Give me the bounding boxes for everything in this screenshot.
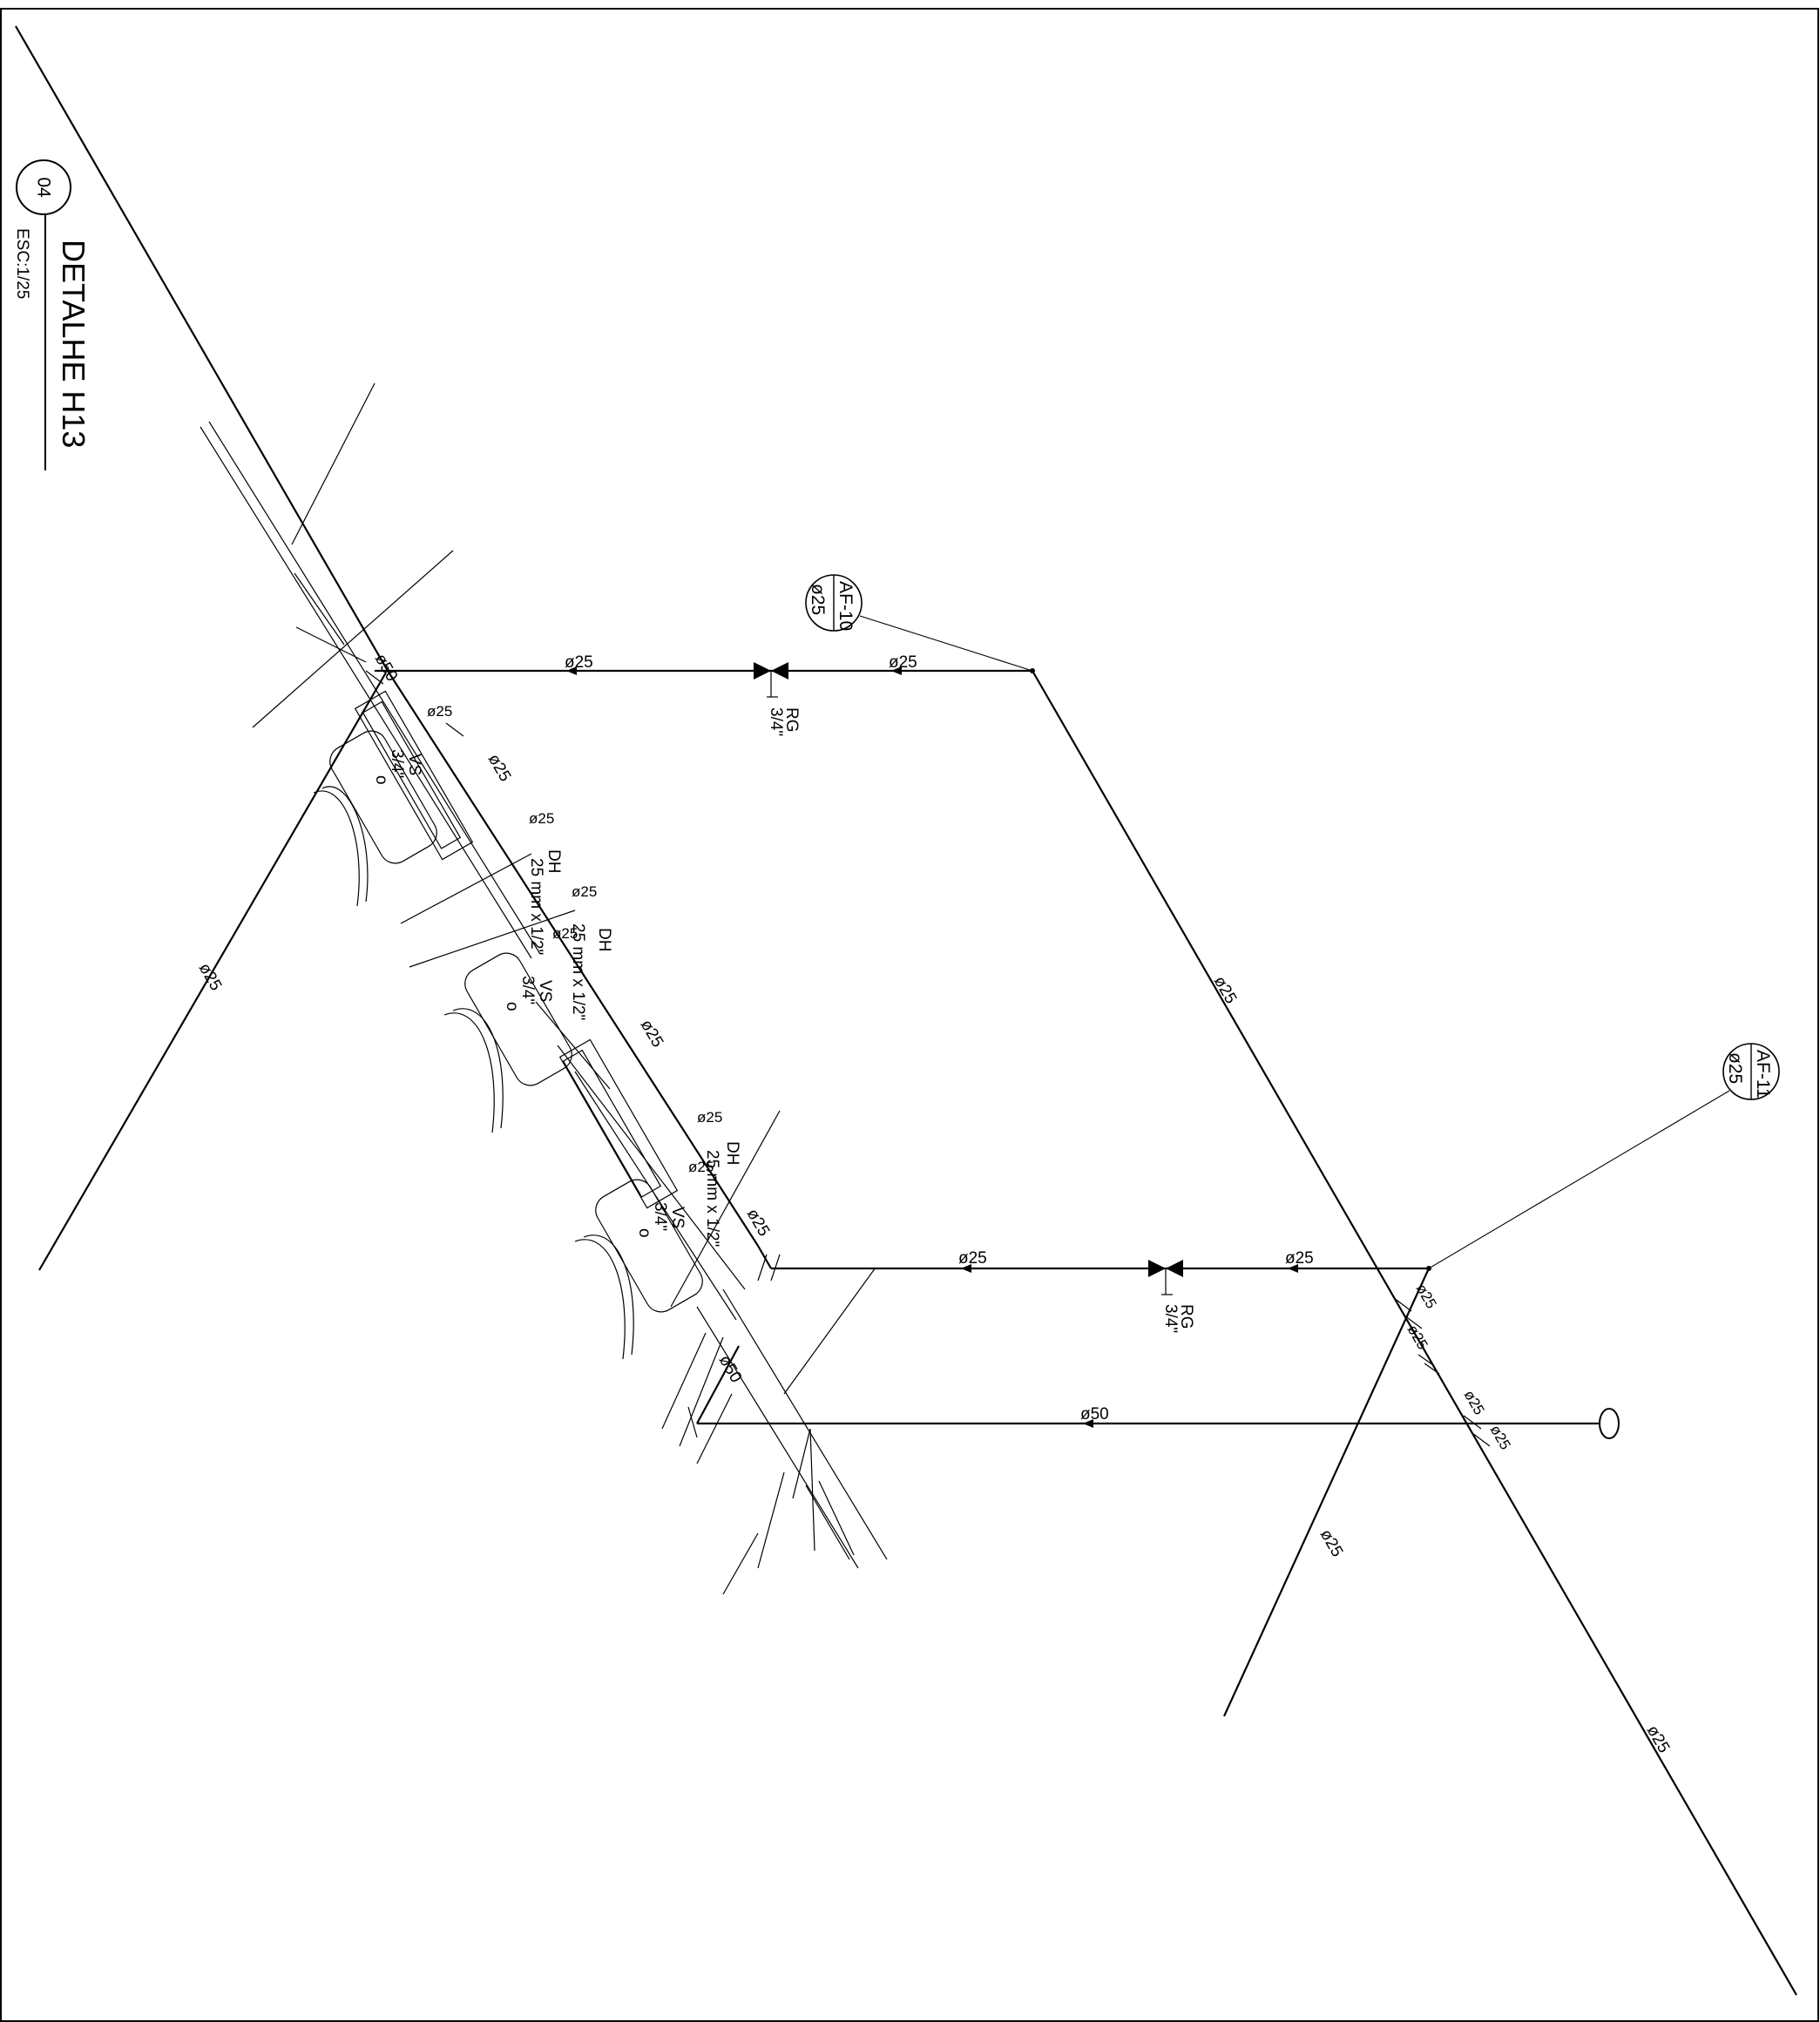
svg-text:ø25: ø25 [1643,1722,1674,1756]
svg-text:VS: VS [536,980,554,1002]
detail-number: 04 [34,177,54,198]
svg-text:DH: DH [595,928,613,951]
svg-text:25 mm x 1/2": 25 mm x 1/2" [527,858,545,955]
svg-text:AF-11: AF-11 [1753,1050,1773,1099]
svg-text:ø25: ø25 [688,1159,714,1175]
detail-title: DETALHE H13 [56,240,91,448]
svg-text:ø25: ø25 [427,703,452,720]
svg-text:ø25: ø25 [1316,1526,1347,1560]
svg-text:ø25: ø25 [529,810,554,827]
svg-text:ø25: ø25 [195,960,226,994]
detail-number-circle [16,159,71,215]
svg-text:ø25: ø25 [565,653,593,672]
svg-text:3/4": 3/4" [651,1202,669,1231]
svg-text:AF-10: AF-10 [836,581,856,631]
pipe-end-cap [1599,1408,1620,1439]
pipe-d50-drop [696,1345,740,1424]
svg-text:3/4": 3/4" [518,976,537,1004]
fixture-1 [313,730,437,907]
svg-text:ø25: ø25 [1461,1388,1488,1418]
svg-text:3/4": 3/4" [388,749,406,778]
pipe-joints [365,670,1491,1447]
fixture-trays [354,690,679,1209]
svg-text:ø25: ø25 [1210,973,1241,1007]
wall-lines [200,382,888,1595]
svg-text:RG: RG [782,707,801,733]
svg-text:ø50: ø50 [371,651,402,685]
valve-rg-upper: RG 3/4" [754,662,801,736]
svg-text:ø25: ø25 [1487,1423,1514,1453]
svg-text:ø25: ø25 [697,1109,722,1126]
svg-text:3/4": 3/4" [767,707,785,736]
svg-text:25 mm x 1/2": 25 mm x 1/2" [703,1150,721,1247]
svg-text:ø25: ø25 [484,751,515,785]
svg-text:ø25: ø25 [808,584,828,615]
fixture-labels: VS 3/4" o VS 3/4" o VS 3/4" o 25 mm x 1/… [372,749,741,1247]
svg-text:ø25: ø25 [1285,1249,1314,1268]
pipe-main-diagonal [15,25,389,672]
pipe-bottom-diagonal [1222,1268,1431,1717]
svg-text:ø25: ø25 [743,1206,774,1240]
diameter-labels: ø25 ø25 ø25 ø25 ø50 ø25 ø25 ø25 ø25 ø25 … [195,651,1674,1756]
title-block: 04 DETALHE H13 ESC:1/25 [13,159,91,470]
svg-text:ø25: ø25 [958,1249,987,1268]
svg-text:ø25: ø25 [1404,1322,1431,1353]
svg-text:ø25: ø25 [572,883,597,900]
svg-text:VS: VS [405,754,423,775]
pipe-right-diagonal [1032,670,1797,1996]
svg-text:o: o [503,1002,521,1011]
pipe-network [15,25,1797,1996]
svg-text:o: o [372,775,390,785]
svg-text:ø25: ø25 [1413,1282,1440,1312]
pipe-lower-connector [757,1245,772,1269]
svg-text:3/4": 3/4" [1161,1304,1180,1333]
svg-text:VS: VS [668,1207,687,1228]
svg-text:o: o [635,1228,653,1238]
svg-text:ø50: ø50 [1080,1405,1109,1424]
fixture-3 [574,1179,703,1360]
svg-text:25 mm x 1/2": 25 mm x 1/2" [569,923,587,1020]
tag-af10: AF-10 ø25 [805,574,1035,673]
pipe-fixture-diagonal [387,670,759,1247]
svg-text:ø25: ø25 [889,653,917,672]
svg-text:ø25: ø25 [637,1017,667,1051]
svg-text:ø25: ø25 [1725,1052,1745,1084]
fixture-2 [443,952,572,1133]
pipe-left-branch [38,672,387,1271]
sheet-border [0,8,1819,2022]
svg-text:DH: DH [545,849,563,873]
detail-scale: ESC:1/25 [13,228,31,299]
svg-text:RG: RG [1177,1304,1195,1329]
valve-rg-lower: RG 3/4" [1148,1260,1195,1333]
tag-af11: AF-11 ø25 [1426,1043,1780,1271]
svg-text:DH: DH [723,1141,741,1165]
svg-text:ø25: ø25 [552,925,578,942]
